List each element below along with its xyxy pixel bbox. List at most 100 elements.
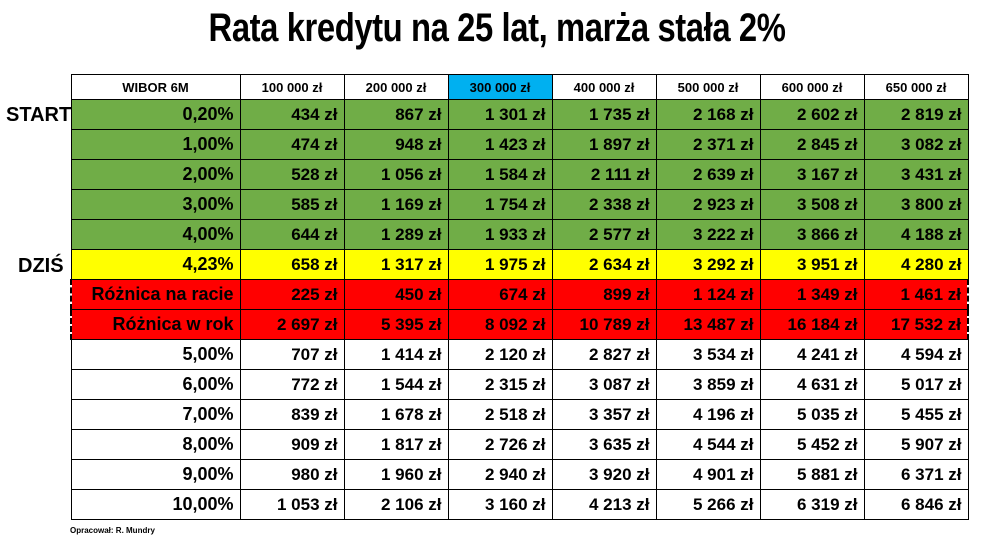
column-header-amount: 500 000 zł	[655, 74, 761, 100]
payment-cell: 4 188 zł	[863, 219, 969, 250]
payment-cell: 2 111 zł	[551, 159, 657, 190]
column-header-amount: 650 000 zł	[863, 74, 969, 100]
payment-cell: 1 423 zł	[447, 129, 553, 160]
payment-cell: 585 zł	[239, 189, 345, 220]
payment-cell: 4 594 zł	[863, 339, 969, 370]
payment-cell: 948 zł	[343, 129, 449, 160]
payment-cell: 1 584 zł	[447, 159, 553, 190]
row-label-cell: 9,00%	[70, 459, 241, 490]
payment-cell: 2 168 zł	[655, 99, 761, 130]
row-label-cell: 4,23%	[70, 249, 241, 280]
payment-cell: 909 zł	[239, 429, 345, 460]
row-label-cell: Różnica w rok	[70, 309, 241, 340]
table-row: Różnica w rok 2 697 zł 5 395 zł 8 092 zł 10 …	[70, 309, 969, 340]
payment-cell: 3 635 zł	[551, 429, 657, 460]
payment-cell: 1 289 zł	[343, 219, 449, 250]
payment-cell: 1 317 zł	[343, 249, 449, 280]
table-row: 2,00% 528 zł 1 056 zł 1 584 zł 2 111 zł 2 639…	[70, 159, 969, 190]
loan-rate-table: WIBOR 6M 100 000 zł 200 000 zł 300 000 zł 40…	[70, 74, 969, 520]
payment-cell: 2 827 zł	[551, 339, 657, 370]
payment-cell: 434 zł	[239, 99, 345, 130]
payment-cell: 2 120 zł	[447, 339, 553, 370]
payment-cell: 4 631 zł	[759, 369, 865, 400]
today-label: DZIŚ	[18, 255, 64, 277]
payment-cell: 1 735 zł	[551, 99, 657, 130]
payment-cell: 839 zł	[239, 399, 345, 430]
payment-cell: 1 817 zł	[343, 429, 449, 460]
table-row: 8,00% 909 zł 1 817 zł 2 726 zł 3 635 zł 4 544…	[70, 429, 969, 460]
start-label: START	[6, 104, 72, 126]
payment-cell: 2 639 zł	[655, 159, 761, 190]
payment-cell: 1 301 zł	[447, 99, 553, 130]
table-row: 10,00% 1 053 zł 2 106 zł 3 160 zł 4 213 zł 5 …	[70, 489, 969, 520]
row-label-cell: 5,00%	[70, 339, 241, 370]
payment-cell: 2 315 zł	[447, 369, 553, 400]
row-label-cell: 1,00%	[70, 129, 241, 160]
payment-cell: 4 901 zł	[655, 459, 761, 490]
author-note: Opracował: R. Mundry	[70, 526, 155, 535]
payment-cell: 1 933 zł	[447, 219, 553, 250]
column-header-amount: 100 000 zł	[239, 74, 345, 100]
table-row: 6,00% 772 zł 1 544 zł 2 315 zł 3 087 zł 3 859…	[70, 369, 969, 400]
payment-cell: 3 357 zł	[551, 399, 657, 430]
payment-cell: 3 292 zł	[655, 249, 761, 280]
payment-cell: 225 zł	[239, 279, 345, 310]
row-label-cell: 8,00%	[70, 429, 241, 460]
payment-cell: 6 371 zł	[863, 459, 969, 490]
payment-cell: 899 zł	[551, 279, 657, 310]
payment-cell: 5 907 zł	[863, 429, 969, 460]
payment-cell: 5 017 zł	[863, 369, 969, 400]
table-row: Różnica na racie 225 zł 450 zł 674 zł 899 zł…	[70, 279, 969, 310]
payment-cell: 4 280 zł	[863, 249, 969, 280]
payment-cell: 2 923 zł	[655, 189, 761, 220]
table-row: 5,00% 707 zł 1 414 zł 2 120 zł 2 827 zł 3 534…	[70, 339, 969, 370]
payment-cell: 4 213 zł	[551, 489, 657, 520]
row-label-cell: 6,00%	[70, 369, 241, 400]
payment-cell: 1 461 zł	[863, 279, 969, 310]
payment-cell: 3 866 zł	[759, 219, 865, 250]
payment-cell: 2 602 zł	[759, 99, 865, 130]
payment-cell: 867 zł	[343, 99, 449, 130]
payment-cell: 3 160 zł	[447, 489, 553, 520]
payment-cell: 4 241 zł	[759, 339, 865, 370]
payment-cell: 1 975 zł	[447, 249, 553, 280]
payment-cell: 980 zł	[239, 459, 345, 490]
payment-cell: 5 395 zł	[343, 309, 449, 340]
column-header-wibor: WIBOR 6M	[70, 74, 241, 100]
payment-cell: 4 196 zł	[655, 399, 761, 430]
table-row: 7,00% 839 zł 1 678 zł 2 518 zł 3 357 zł 4 196…	[70, 399, 969, 430]
payment-cell: 658 zł	[239, 249, 345, 280]
table-row: 1,00% 474 zł 948 zł 1 423 zł 1 897 zł 2 371 z…	[70, 129, 969, 160]
payment-cell: 8 092 zł	[447, 309, 553, 340]
payment-cell: 13 487 zł	[655, 309, 761, 340]
payment-cell: 5 455 zł	[863, 399, 969, 430]
payment-cell: 528 zł	[239, 159, 345, 190]
payment-cell: 5 035 zł	[759, 399, 865, 430]
payment-cell: 2 518 zł	[447, 399, 553, 430]
payment-cell: 2 697 zł	[239, 309, 345, 340]
column-header-amount: 400 000 zł	[551, 74, 657, 100]
column-header-amount: 200 000 zł	[343, 74, 449, 100]
payment-cell: 6 319 zł	[759, 489, 865, 520]
payment-cell: 2 338 zł	[551, 189, 657, 220]
payment-cell: 1 960 zł	[343, 459, 449, 490]
payment-cell: 450 zł	[343, 279, 449, 310]
row-label-cell: 7,00%	[70, 399, 241, 430]
payment-cell: 3 431 zł	[863, 159, 969, 190]
row-label-cell: 4,00%	[70, 219, 241, 250]
payment-cell: 644 zł	[239, 219, 345, 250]
payment-cell: 2 819 zł	[863, 99, 969, 130]
payment-cell: 674 zł	[447, 279, 553, 310]
payment-cell: 3 859 zł	[655, 369, 761, 400]
payment-cell: 1 678 zł	[343, 399, 449, 430]
table-row: 3,00% 585 zł 1 169 zł 1 754 zł 2 338 zł 2 923…	[70, 189, 969, 220]
payment-cell: 2 845 zł	[759, 129, 865, 160]
payment-cell: 5 452 zł	[759, 429, 865, 460]
payment-cell: 1 414 zł	[343, 339, 449, 370]
payment-cell: 16 184 zł	[759, 309, 865, 340]
payment-cell: 1 349 zł	[759, 279, 865, 310]
payment-cell: 17 532 zł	[863, 309, 969, 340]
payment-cell: 707 zł	[239, 339, 345, 370]
payment-cell: 3 087 zł	[551, 369, 657, 400]
row-label-cell: 10,00%	[70, 489, 241, 520]
